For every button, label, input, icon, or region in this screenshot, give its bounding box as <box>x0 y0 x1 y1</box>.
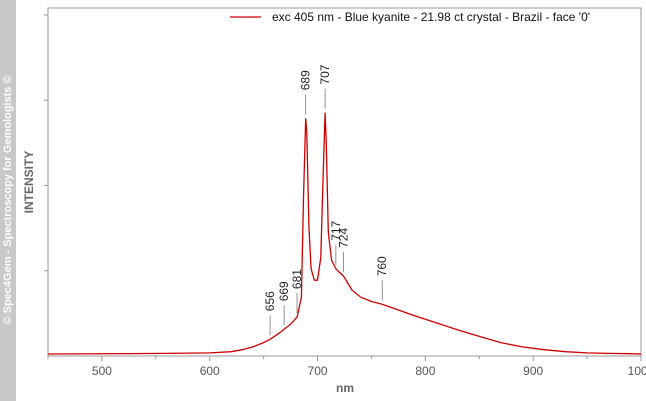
plot-area <box>47 7 642 357</box>
legend-label: exc 405 nm - Blue kyanite - 21.98 ct cry… <box>272 10 590 24</box>
peak-label-681: 681 <box>290 269 304 289</box>
peak-label-760: 760 <box>375 256 389 276</box>
series-line <box>47 112 642 355</box>
peak-label-669: 669 <box>277 281 291 301</box>
x-tick-label: 600 <box>200 364 220 378</box>
y-axis <box>44 14 48 272</box>
peak-label-707: 707 <box>318 64 332 84</box>
watermark-band: © Spec4Gem - Spectroscopy for Gemologist… <box>0 0 16 401</box>
x-tick-label: 800 <box>415 364 435 378</box>
x-tick-label: 1000 <box>628 364 646 378</box>
x-tick-label: 500 <box>92 364 112 378</box>
peak-label-717: 717 <box>329 220 343 240</box>
peak-label-724: 724 <box>336 228 350 248</box>
x-axis: 500 600 700 800 900 1000 <box>47 356 646 378</box>
x-axis-title: nm <box>336 381 354 395</box>
y-axis-title: INTENSITY <box>22 151 36 214</box>
x-tick-label: 700 <box>308 364 328 378</box>
legend: exc 405 nm - Blue kyanite - 21.98 ct cry… <box>230 10 590 24</box>
peak-label-656: 656 <box>263 291 277 311</box>
peak-label-689: 689 <box>299 70 313 90</box>
x-tick-label: 900 <box>523 364 543 378</box>
